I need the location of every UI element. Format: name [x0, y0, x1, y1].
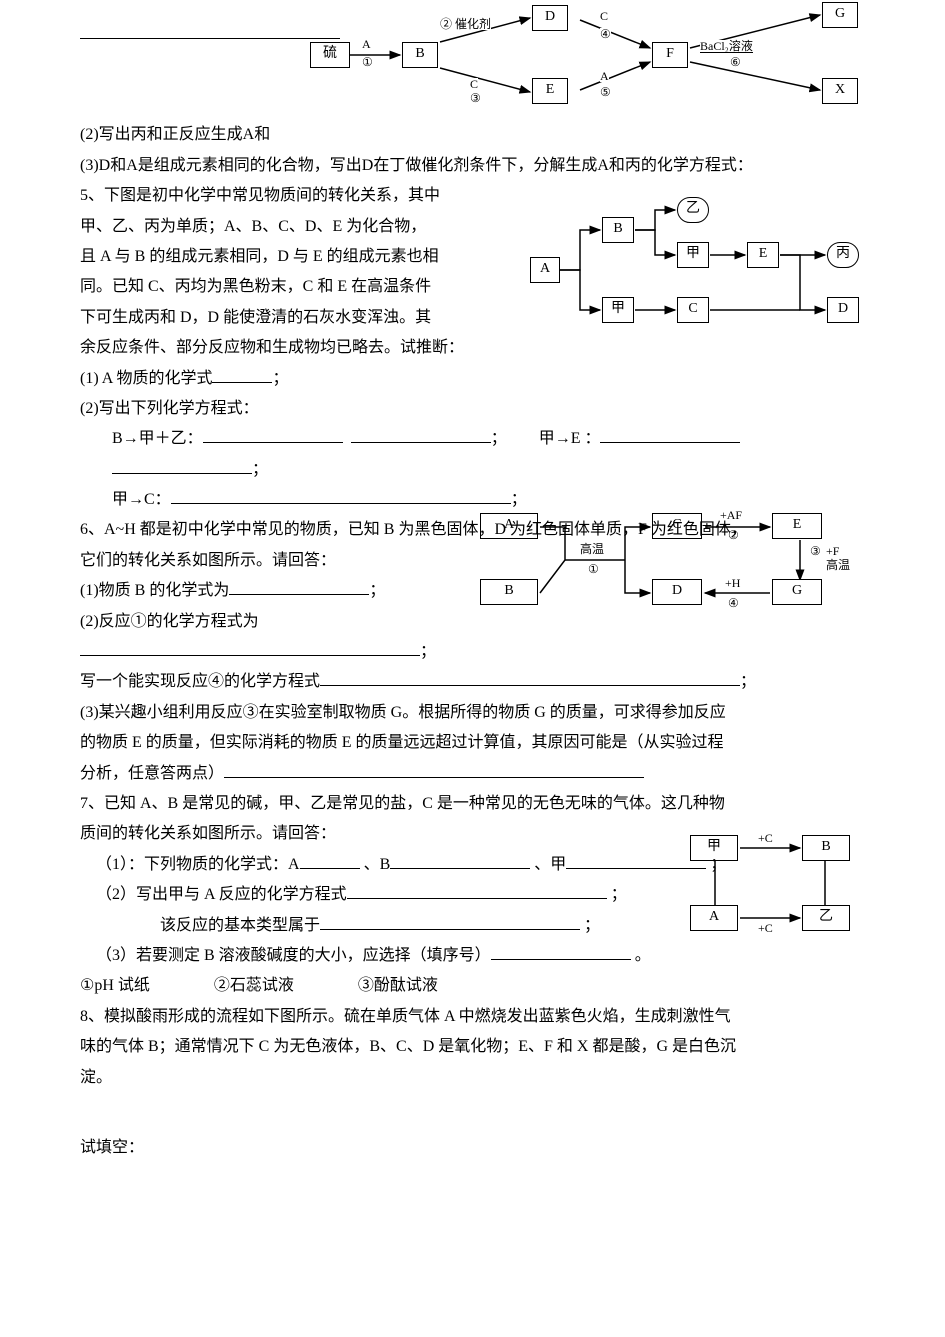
q6-sub4b: 的物质 E 的质量，但实际消耗的物质 E 的质量远远超过计算值，其原因可能是（从… — [80, 728, 865, 758]
q5-eq2a: 甲→E ： — [539, 430, 601, 447]
q7-sub2a: （2）写出甲与 A 反应的化学方程式 — [96, 886, 347, 903]
q7-l2: 质间的转化关系如图所示。请回答： — [80, 819, 865, 849]
q6-l2: 它们的转化关系如图所示。请回答： — [80, 546, 865, 576]
q6-sub1-end: ； — [369, 582, 385, 599]
q7-sub1c: 、甲 — [534, 856, 566, 873]
q6-sub1: (1)物质 B 的化学式为 ； — [80, 576, 865, 606]
q7-sub3: （3）若要测定 B 溶液酸碱度的大小，应选择（填序号） 。 — [80, 941, 865, 971]
q7-sub1: （1）：下列物质的化学式：A 、B 、甲 ； — [80, 850, 865, 880]
q8-l1: 8、模拟酸雨形成的流程如下图所示。硫在单质气体 A 中燃烧发出蓝紫色火焰，生成刺… — [80, 1002, 865, 1032]
lbl-6: ⑥ — [730, 56, 741, 68]
q6-sub3-end: ； — [740, 673, 756, 690]
q6-sub2-end: ； — [420, 643, 436, 660]
q8-fill: 试填空： — [80, 1133, 865, 1163]
q5-eqrow1: B→甲＋乙： ； 甲→E ： ； — [80, 424, 865, 485]
q5-sub2: (2)写出下列化学方程式： — [80, 394, 865, 424]
q8-l2: 味的气体 B；通常情况下 C 为无色液体，B、C、D 是氧化物；E、F 和 X … — [80, 1032, 865, 1062]
q6-l1: 6、A~H 都是初中化学中常见的物质，已知 B 为黑色固体，D 为红色固体单质，… — [80, 515, 865, 545]
q5-eq1b: ； — [491, 430, 507, 447]
diagram-acid-rain: 硫 B D E F G X A ① ② 催化剂 C ③ C ④ A ⑤ BaCl… — [300, 0, 870, 110]
q3-text: (3)D和A是组成元素相同的化合物，写出D在丁做催化剂条件下，分解生成A和丙的化… — [80, 151, 865, 181]
q7-sub2d: ； — [584, 917, 600, 934]
q5-eq3a: 甲→C： — [112, 491, 171, 508]
blank-line — [80, 20, 865, 50]
lbl-5: ⑤ — [600, 86, 611, 98]
q5-sub1-text: (1) A 物质的化学式 — [80, 370, 212, 387]
q6-sub4c-text: 分析，任意答两点） — [80, 765, 224, 782]
lbl-1: ① — [362, 56, 373, 68]
lbl-c: C — [470, 78, 478, 90]
q5-eq1a: B→甲＋乙： — [112, 430, 203, 447]
q8-l3: 淀。 — [80, 1063, 865, 1093]
q7-sub1a: （1）：下列物质的化学式：A — [96, 856, 300, 873]
q7-sub1b: 、B — [364, 856, 391, 873]
q7-sub2: （2）写出甲与 A 反应的化学方程式 ； — [80, 880, 865, 910]
q7-sub1d: ； — [710, 856, 726, 873]
q6-sub2-blank: ； — [80, 637, 865, 667]
q6-sub4c: 分析，任意答两点） — [80, 759, 865, 789]
q5-l5: 下可生成丙和 D，D 能使澄清的石灰水变浑浊。其 — [80, 303, 865, 333]
q7-sub3b: 。 — [635, 947, 651, 964]
lbl-3: ③ — [470, 92, 481, 104]
q6-sub4a: (3)某兴趣小组利用反应③在实验室制取物质 G。根据所得的物质 G 的质量，可求… — [80, 698, 865, 728]
q7-opt2: ②石蕊试液 — [214, 977, 294, 994]
q6-sub1-text: (1)物质 B 的化学式为 — [80, 582, 229, 599]
node-x: X — [822, 78, 858, 104]
node-e: E — [532, 78, 568, 104]
q2-text: (2)写出丙和正反应生成A和 — [80, 120, 865, 150]
q5-l3: 且 A 与 B 的组成元素相同，D 与 E 的组成元素也相 — [80, 242, 865, 272]
q5-sub1-end: ； — [272, 370, 288, 387]
q5-eq2b: ； — [252, 461, 268, 478]
q6-sub2: (2)反应①的化学方程式为 — [80, 607, 865, 637]
q7-sub2c: 该反应的基本类型属于 ； — [80, 911, 865, 941]
q7-opt1: ①pH 试纸 — [80, 977, 150, 994]
q5-l2: 甲、乙、丙为单质；A、B、C、D、E 为化合物， — [80, 212, 865, 242]
q5-l4: 同。已知 C、丙均为黑色粉末，C 和 E 在高温条件 — [80, 272, 865, 302]
q7-sub2b: ； — [611, 886, 627, 903]
q7-sub2c-text: 该反应的基本类型属于 — [160, 917, 320, 934]
q5-l6: 余反应条件、部分反应物和生成物均已略去。试推断： — [80, 333, 865, 363]
q5-sub1: (1) A 物质的化学式 ； — [80, 364, 865, 394]
q6-sub3-text: 写一个能实现反应④的化学方程式 — [80, 673, 320, 690]
q6-sub3: 写一个能实现反应④的化学方程式 ； — [80, 667, 865, 697]
q7-sub3a: （3）若要测定 B 溶液酸碱度的大小，应选择（填序号） — [96, 947, 491, 964]
q7-options: ①pH 试纸 ②石蕊试液 ③酚酞试液 — [80, 971, 865, 1001]
q7-opt3: ③酚酞试液 — [358, 977, 438, 994]
lbl-a2: A — [600, 70, 609, 82]
q5-l1: 5、下图是初中化学中常见物质间的转化关系，其中 — [80, 181, 865, 211]
q7-l1: 7、已知 A、B 是常见的碱，甲、乙是常见的盐，C 是一种常见的无色无味的气体。… — [80, 789, 865, 819]
